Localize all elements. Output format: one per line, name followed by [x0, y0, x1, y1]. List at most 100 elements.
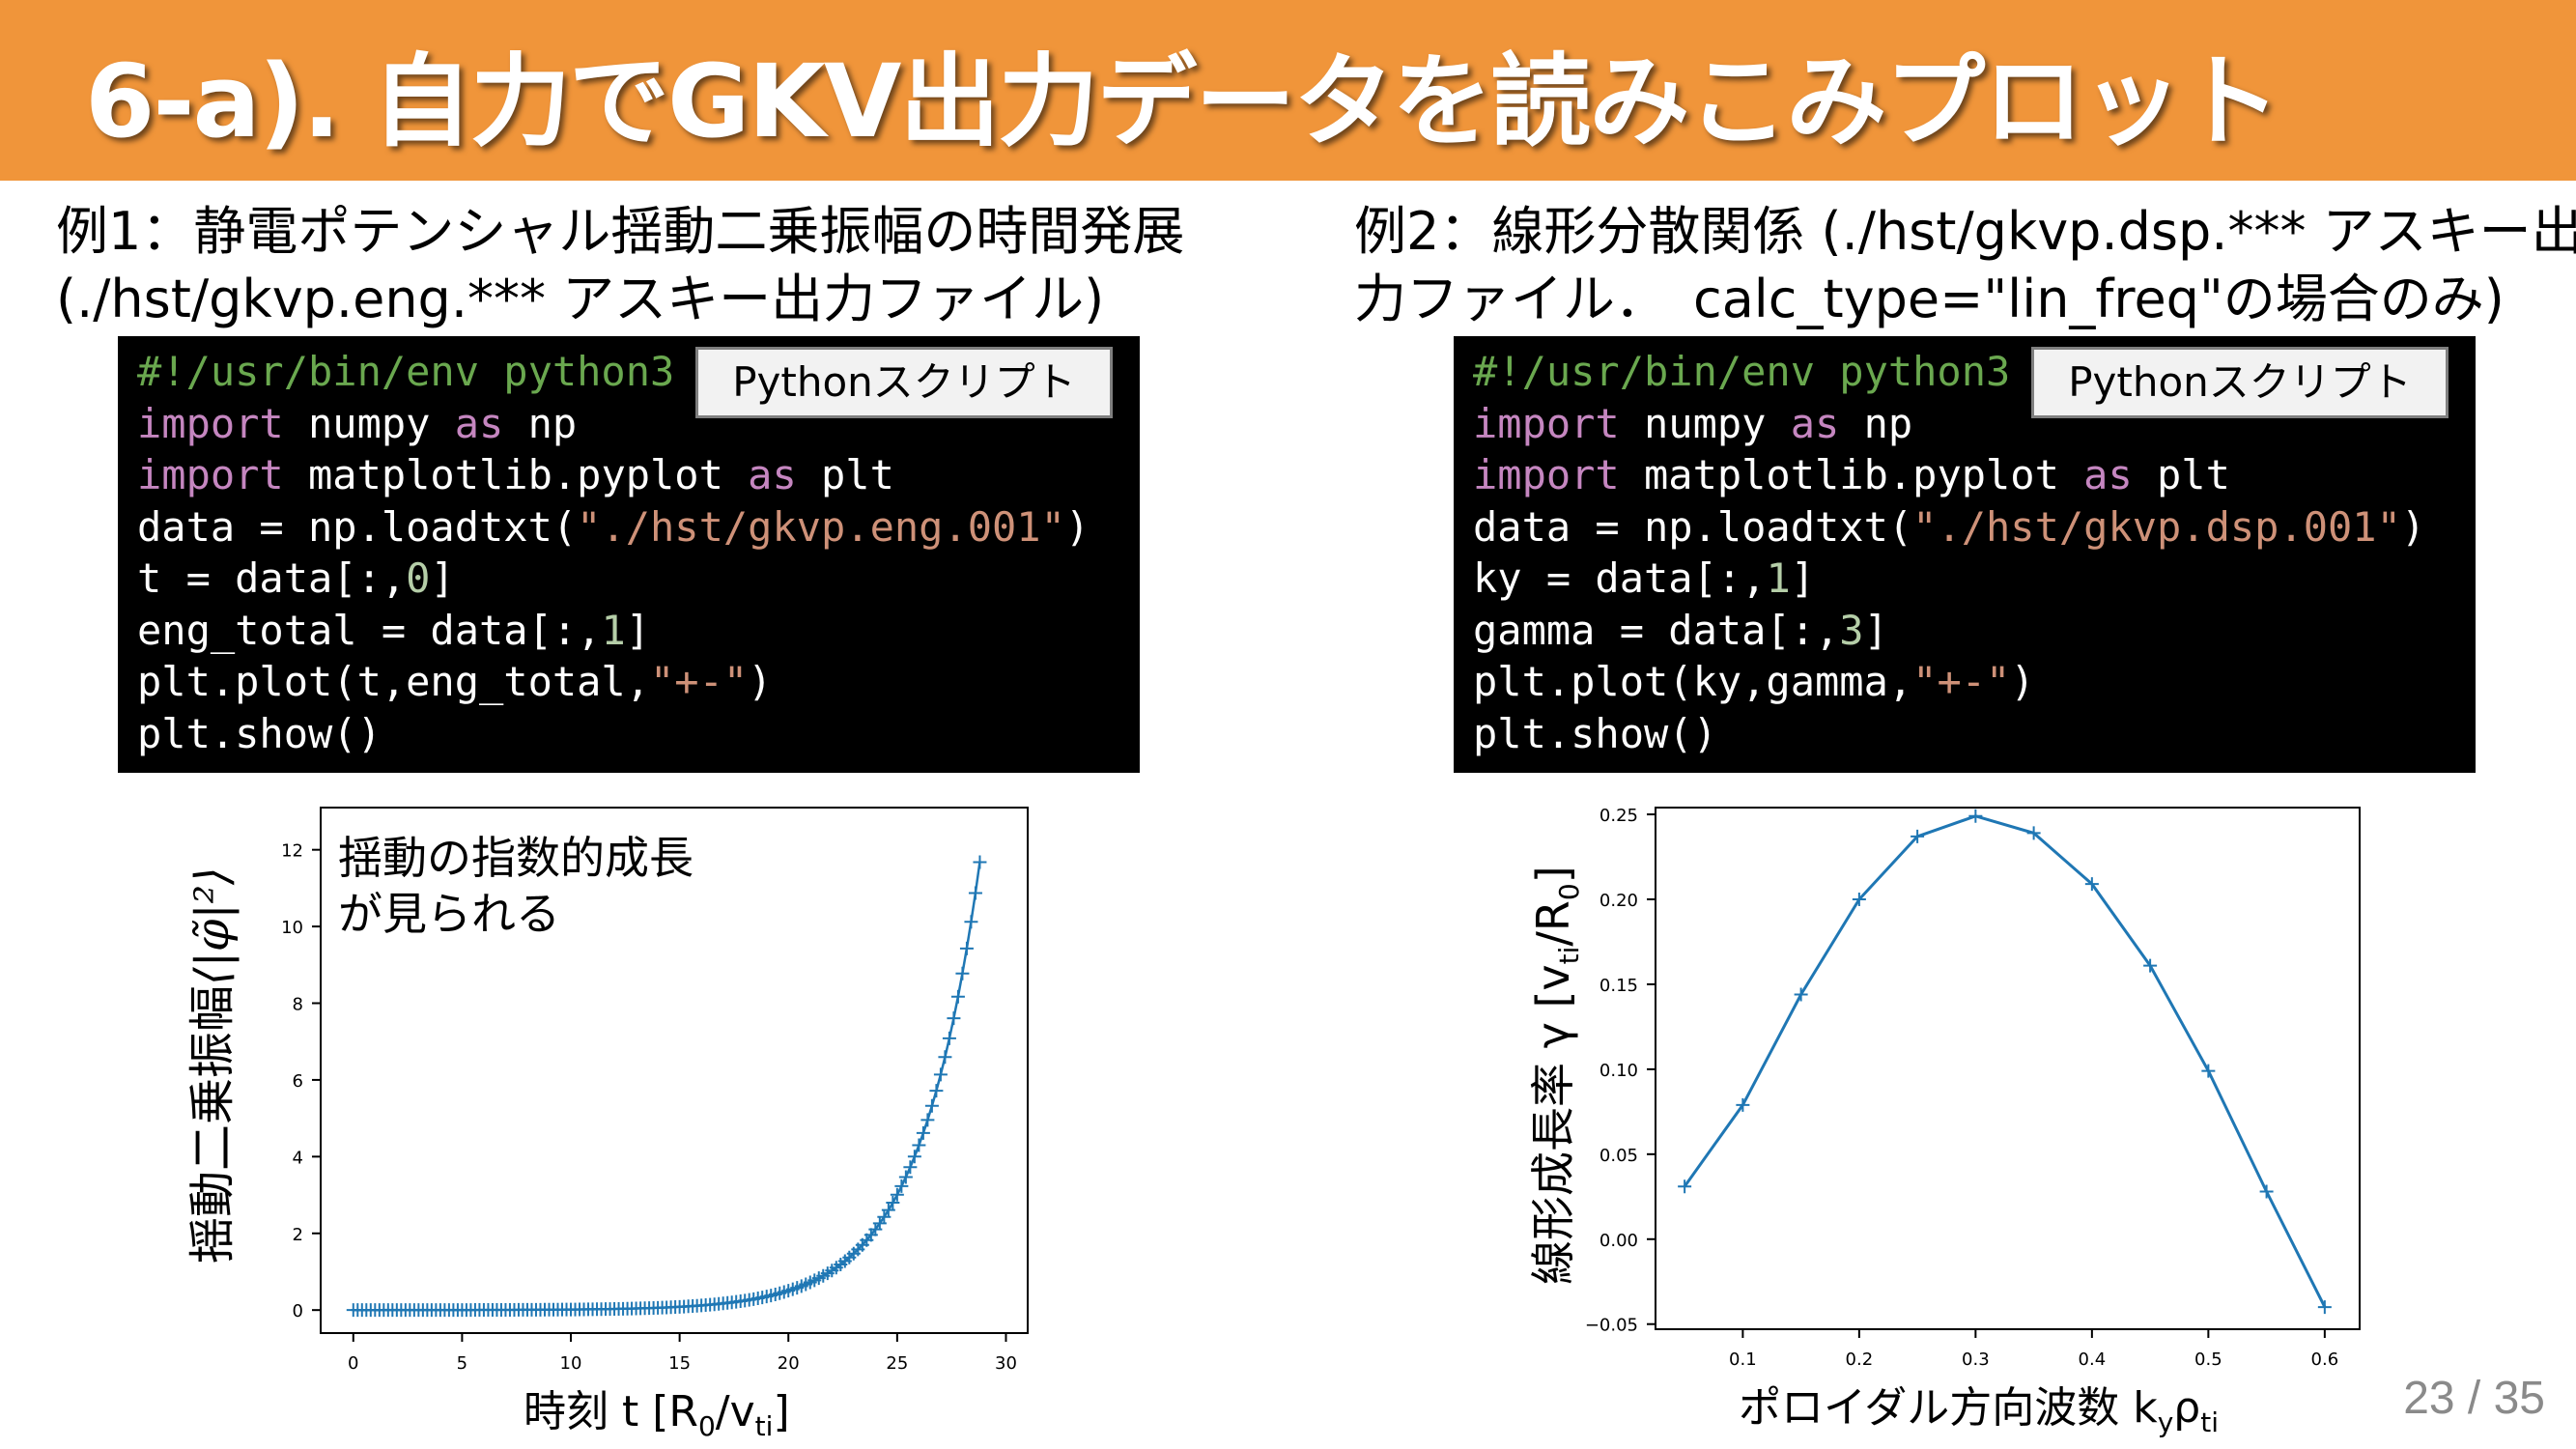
x-tick-label: 0.4	[2079, 1350, 2107, 1370]
code-string: "./hst/gkvp.dsp.001"	[1912, 502, 2401, 551]
y-tick-label: 0.20	[1599, 891, 1638, 911]
data-point-marker	[903, 1160, 918, 1175]
data-point-marker	[1852, 892, 1866, 906]
data-point-marker	[894, 1179, 909, 1193]
code-text: )	[1064, 502, 1090, 551]
data-point-marker	[933, 1067, 948, 1082]
x-tick-label: 5	[457, 1353, 467, 1374]
right-ylabel-sub0: 0	[1553, 883, 1585, 900]
data-point-marker	[964, 915, 978, 929]
code-text: matplotlib.pyplot	[283, 451, 749, 498]
y-tick-label: 0.15	[1599, 976, 1638, 996]
left-heading-line2: (./hst/gkvp.eng.*** アスキー出力ファイル)	[56, 269, 1105, 329]
code-text: t = data[:,	[137, 554, 407, 602]
right-ylabel-end: ]	[1527, 866, 1579, 883]
code-text: numpy	[1619, 399, 1791, 447]
code-number: 0	[406, 554, 431, 602]
data-point-marker	[890, 1187, 904, 1202]
code-text: )	[748, 658, 773, 705]
left-code-lines: #!/usr/bin/env python3 import numpy as n…	[137, 346, 1090, 759]
code-number: 1	[1766, 554, 1791, 602]
left-xlabel-end: ]	[773, 1387, 789, 1436]
left-xlabel-text: 時刻 t [R	[524, 1387, 698, 1436]
data-point-marker	[912, 1138, 926, 1152]
code-text: ky = data[:,	[1473, 554, 1767, 602]
data-point-marker	[1678, 1179, 1692, 1194]
data-point-marker	[881, 1203, 895, 1217]
data-point-marker	[1911, 829, 1925, 843]
data-point-marker	[1794, 987, 1808, 1002]
data-point-marker	[955, 966, 970, 980]
data-point-marker	[886, 1196, 900, 1209]
y-tick-label: 6	[293, 1071, 303, 1092]
right-series-line	[1683, 814, 2327, 1308]
code-text: data = np.loadtxt(	[137, 502, 578, 551]
right-ylabel-mid: /R	[1527, 900, 1579, 946]
x-tick-label: 0.3	[1962, 1350, 1990, 1370]
data-point-marker	[959, 941, 974, 955]
data-point-marker	[924, 1098, 939, 1113]
y-tick-label: −0.05	[1585, 1316, 1638, 1336]
x-tick-label: 0.2	[1846, 1350, 1874, 1370]
left-xlabel-mid: /v	[716, 1387, 755, 1436]
python-script-label: Pythonスクリプト	[2031, 347, 2449, 418]
code-line: plt.show()	[1473, 709, 1717, 757]
page-number: 23 / 35	[2403, 1373, 2545, 1424]
right-code-block: #!/usr/bin/env python3 import numpy as n…	[1454, 336, 2476, 773]
code-text: ]	[1790, 554, 1816, 602]
data-point-marker	[929, 1084, 944, 1098]
data-point-marker	[942, 1031, 956, 1045]
left-chart: 0 5 10 15 20 25 30 0 2 4 6 8 10 12 揺動の指数的成長 が見られる 揺動二…	[185, 807, 1029, 1442]
code-text: gamma = data[:,	[1473, 606, 1840, 654]
annotation-line1: 揺動の指数的成長	[338, 832, 694, 884]
right-chart: 0.1 0.2 0.3 0.4 0.5 0.6 −0.05 0.00 0.05 0.10 0.15 0…	[1527, 806, 2361, 1438]
code-text: eng_total = data[:,	[137, 606, 602, 654]
data-point-marker	[2259, 1184, 2274, 1199]
code-text: ]	[1863, 606, 1888, 654]
data-point-marker	[968, 886, 982, 900]
python-script-label: Pythonスクリプト	[695, 347, 1113, 418]
data-point-marker	[1736, 1097, 1750, 1112]
code-text: ]	[625, 606, 651, 654]
code-text: np	[1839, 399, 1913, 447]
left-xlabel: 時刻 t [R0/vti]	[524, 1387, 790, 1442]
right-xlabel: ポロイダル方向波数 kyρti	[1739, 1383, 2219, 1438]
data-point-marker	[2026, 826, 2041, 840]
right-ylabel-subti: ti	[1553, 947, 1585, 965]
slide-title: 6-a). 自力でGKV出力データを読みこみプロット	[85, 43, 2280, 160]
data-point-marker	[2143, 958, 2158, 973]
right-xlabel-rho: ρ	[2173, 1383, 2200, 1433]
code-keyword: import	[1473, 399, 1620, 447]
y-tick-label: 0.05	[1599, 1146, 1638, 1166]
code-number: 1	[601, 606, 626, 654]
code-keyword: as	[2083, 451, 2133, 498]
left-xlabel-subti: ti	[755, 1410, 774, 1442]
x-tick-label: 30	[995, 1353, 1017, 1374]
left-plot-frame	[320, 807, 1029, 1334]
y-tick-label: 4	[293, 1148, 303, 1168]
code-keyword: as	[1790, 399, 1840, 447]
code-text: matplotlib.pyplot	[1619, 451, 2084, 498]
code-string: "+-"	[1912, 658, 2011, 705]
data-point-marker	[973, 855, 987, 869]
left-ylabel-text: 揺動二乗振幅	[185, 985, 240, 1264]
left-series-markers	[346, 855, 987, 1318]
data-point-marker	[877, 1209, 892, 1224]
data-point-marker	[938, 1050, 952, 1065]
right-xlabel-text: ポロイダル方向波数 k	[1739, 1383, 2158, 1433]
x-tick-label: 15	[668, 1353, 691, 1374]
code-line: #!/usr/bin/env python3	[137, 348, 675, 395]
code-keyword: as	[454, 399, 504, 447]
code-text: plt.plot(t,eng_total,	[137, 658, 651, 705]
data-point-marker	[2317, 1300, 2332, 1315]
code-text: )	[2010, 658, 2035, 705]
code-text: numpy	[283, 399, 455, 447]
right-heading-line2: 力ファイル． calc_type="lin_freq"の場合のみ)	[1354, 269, 2505, 329]
x-tick-label: 25	[886, 1353, 908, 1374]
right-heading-line1: 例2：線形分散関係 (./hst/gkvp.dsp.*** アスキー出	[1354, 201, 2576, 262]
left-axis-ticks: 0 5 10 15 20 25 30 0 2 4 6 8 10 12	[281, 841, 1017, 1374]
data-point-marker	[1968, 809, 1983, 823]
data-point-marker	[2201, 1064, 2216, 1078]
data-point-marker	[950, 989, 965, 1004]
